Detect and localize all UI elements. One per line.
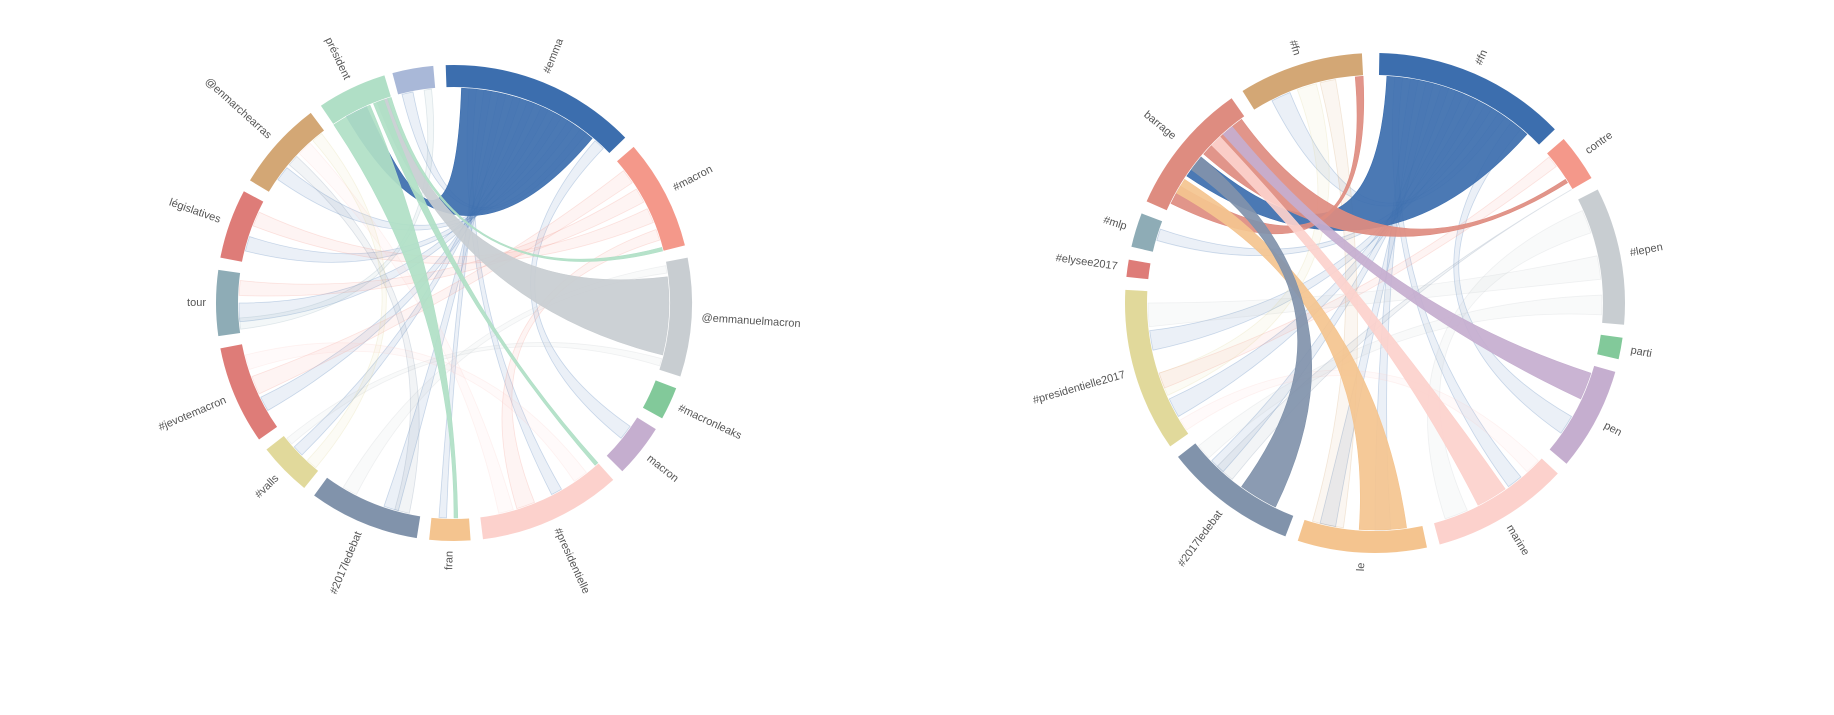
group-arc-0[interactable] [1378,53,1555,145]
highlight-chord-5[interactable] [1176,178,1407,531]
faint-chord-10 [1427,210,1592,520]
group-label-2: #lepen [1629,241,1664,259]
group-label-3: parti [1630,344,1653,360]
group-arc-8[interactable] [1125,289,1189,447]
group-arc-3[interactable] [642,380,677,419]
group-label-6: le [1355,562,1367,571]
group-label-8: #presidentielle2017 [1032,369,1127,407]
faint-chord-19 [239,88,435,330]
group-label-2: @emmanuelmacron [701,312,801,330]
group-arc-9[interactable] [220,344,278,440]
group-arc-4[interactable] [1549,365,1616,464]
group-label-0: #fn [1473,48,1490,67]
faint-chord-10 [251,170,633,395]
group-label-12: @enmarchearras [202,76,274,142]
group-arc-7[interactable] [314,477,421,539]
group-label-0: #emma [541,36,566,75]
group-arc-3[interactable] [1597,334,1623,360]
group-label-6: fran [443,551,455,570]
group-arc-4[interactable] [606,417,656,472]
group-arc-2[interactable] [659,257,692,377]
group-label-10: #mlp [1102,214,1128,232]
group-label-4: macron [644,453,680,485]
faint-chord-15 [286,342,663,445]
faint-chord-13 [1179,369,1539,473]
faint-chord-16 [244,342,587,482]
faint-chord-8 [1453,121,1573,434]
group-label-12: #fn [1287,39,1303,57]
group-arc-1[interactable] [1547,138,1592,189]
highlight-chord-3[interactable] [373,99,599,466]
group-arc-5[interactable] [1434,458,1558,545]
highlight-chord-3[interactable] [1222,126,1592,400]
group-arc-10[interactable] [216,269,241,337]
faint-chord-20 [306,133,387,469]
group-arc-13[interactable] [320,75,391,124]
highlight-chord-6[interactable] [1190,156,1312,508]
faint-chord-18 [288,155,420,514]
group-arc-8[interactable] [266,435,319,488]
group-label-4: pen [1602,420,1624,439]
group-label-3: #macronleaks [676,402,744,442]
group-label-11: barrage [1141,109,1178,142]
group-label-11: législatives [168,197,223,226]
group-arc-1[interactable] [617,146,685,251]
group-arc-5[interactable] [480,463,614,540]
group-label-5: #presidentielle [551,526,591,596]
highlight-chord-2[interactable] [333,104,459,519]
faint-chord-11 [1147,255,1602,328]
group-arc-12[interactable] [249,112,325,192]
faint-chord-17 [298,142,514,514]
group-arc-14[interactable] [392,65,436,95]
highlight-chords-right [1170,75,1592,531]
group-label-5: marine [1504,523,1532,558]
faint-chord-12 [1198,294,1603,459]
group-label-1: contre [1583,129,1615,157]
group-label-9: #elysee2017 [1055,252,1118,273]
chord-diagram-right: #fn contre #lepen parti pen marine le #2017lede… [1032,39,1664,572]
group-arc-7[interactable] [1177,443,1294,537]
group-arc-0[interactable] [445,65,626,153]
group-label-1: #macron [671,163,715,193]
group-arc-6[interactable] [429,517,471,541]
faint-chord-9 [1158,156,1557,389]
group-label-8: #valls [253,472,282,501]
highlight-chord-4[interactable] [1211,136,1506,506]
group-arc-10[interactable] [1131,213,1163,252]
group-label-13: président [322,36,352,82]
group-label-7: #2017ledebat [328,530,365,596]
group-label-10: tour [187,297,206,309]
group-label-7: #2017ledebat [1176,508,1225,569]
group-arc-9[interactable] [1126,259,1151,280]
group-arc-2[interactable] [1578,189,1626,325]
group-arc-12[interactable] [1242,53,1364,110]
group-arc-11[interactable] [220,191,264,262]
chord-diagram-left: #emma #macron @emmanuelmacron #macronleaks m… [157,36,801,596]
group-arcs-left [216,65,692,541]
highlight-chords-left [333,87,670,519]
group-arc-11[interactable] [1146,98,1245,211]
highlight-chord-4[interactable] [387,97,663,262]
group-arc-6[interactable] [1297,519,1427,553]
group-label-9: #jevotemacron [157,394,228,433]
group-arcs-right [1125,53,1626,553]
